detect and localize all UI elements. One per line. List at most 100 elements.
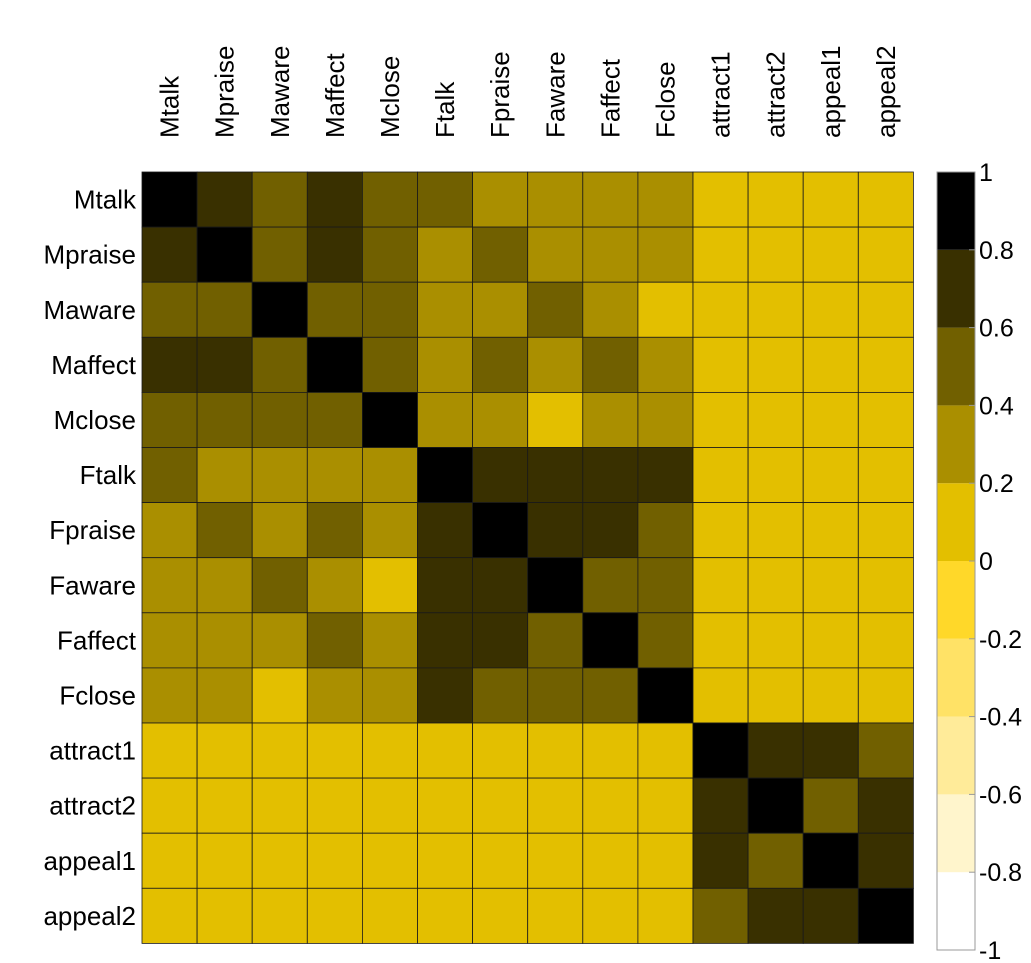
heatmap-cell-Fpraise-Faware <box>527 502 584 559</box>
heatmap-cell-Ftalk-attract1 <box>692 447 749 503</box>
heatmap-cell-Fclose-Mpraise <box>196 667 253 724</box>
colorbar-bin-7 <box>937 327 975 406</box>
heatmap-cell-Mtalk-Ftalk <box>417 171 473 228</box>
row-label-Fclose: Fclose <box>59 680 136 710</box>
heatmap-cell-Mpraise-attract1 <box>692 226 749 283</box>
heatmap-cell-Mpraise-Faffect <box>582 226 639 283</box>
heatmap-cell-attract1-Ftalk <box>417 722 473 779</box>
heatmap-cell-Fpraise-Fpraise <box>472 502 529 559</box>
heatmap-cell-Ftalk-Maware <box>251 447 308 503</box>
colorbar-tick-label-0.2: 0.2 <box>979 470 1014 498</box>
colorbar-tick-label-0: 0 <box>979 548 993 576</box>
column-labels: Mtalk Mpraise Maware Maffect Mclose Ftalk Fpra… <box>155 45 901 138</box>
heatmap-cell-Mpraise-Mpraise <box>196 226 253 283</box>
row-label-Maffect: Maffect <box>51 350 137 380</box>
heatmap-cell-Mtalk-Maffect <box>306 171 363 228</box>
heatmap-cell-appeal2-appeal2 <box>857 887 914 944</box>
heatmap-cell-Fclose-Fpraise <box>472 667 529 724</box>
heatmap-cell-Maware-appeal1 <box>802 281 859 338</box>
colorbar-bin-4 <box>937 561 975 639</box>
heatmap-cell-attract1-appeal2 <box>857 722 914 779</box>
colorbar-bin-8 <box>937 249 975 328</box>
heatmap-cell-appeal1-appeal2 <box>857 832 914 889</box>
row-label-Maware: Maware <box>44 295 136 325</box>
heatmap-cell-appeal1-appeal1 <box>802 832 859 889</box>
row-label-appeal2: appeal2 <box>43 901 136 931</box>
heatmap-cell-Fpraise-appeal2 <box>857 502 914 559</box>
heatmap-cell-Mclose-Mpraise <box>196 391 253 448</box>
heatmap-cell-attract2-attract2 <box>747 777 804 834</box>
heatmap-cell-appeal2-attract2 <box>747 887 804 944</box>
colorbar-bin-1 <box>937 794 975 873</box>
heatmap-cell-Fpraise-Mclose <box>361 502 418 559</box>
heatmap-cell-Maffect-Maffect <box>306 336 363 393</box>
heatmap-cell-Faware-attract1 <box>692 557 749 614</box>
heatmap-cell-Mclose-Fclose <box>637 391 694 448</box>
colorbar-bin-5 <box>937 483 975 561</box>
row-label-Mclose: Mclose <box>54 405 136 435</box>
heatmap-cell-attract2-Faffect <box>582 777 639 834</box>
heatmap-cell-Maware-attract1 <box>692 281 749 338</box>
colorbar-tick-label-1: 1 <box>979 159 993 187</box>
heatmap-cell-Faffect-attract2 <box>747 612 804 669</box>
heatmap-cell-Maware-Fpraise <box>472 281 529 338</box>
heatmap-cell-appeal2-Fpraise <box>472 887 529 944</box>
heatmap-cell-Fpraise-attract2 <box>747 502 804 559</box>
heatmap-cell-Fclose-Faffect <box>582 667 639 724</box>
heatmap-cell-Maffect-Mtalk <box>141 336 198 393</box>
column-label-Faffect: Faffect <box>595 58 625 138</box>
heatmap-cell-attract1-attract1 <box>692 722 749 779</box>
heatmap-cell-Fpraise-Maware <box>251 502 308 559</box>
heatmap-cell-Maware-Maffect <box>306 281 363 338</box>
column-label-Mpraise: Mpraise <box>210 46 240 138</box>
colorbar-bin-3 <box>937 638 975 717</box>
heatmap-cell-attract2-Fpraise <box>472 777 529 834</box>
heatmap-cell-appeal1-Maware <box>251 832 308 889</box>
heatmap-cell-Mtalk-Faffect <box>582 171 639 228</box>
heatmap-cell-Mclose-Faffect <box>582 391 639 448</box>
heatmap-cell-Mtalk-Fpraise <box>472 171 529 228</box>
heatmap-cell-attract2-Mpraise <box>196 777 253 834</box>
heatmap-cell-attract2-Mclose <box>361 777 418 834</box>
heatmap-cell-Fpraise-Mtalk <box>141 502 198 559</box>
heatmap-cell-Ftalk-Mpraise <box>196 447 253 503</box>
heatmap-cell-Mpraise-Mtalk <box>141 226 198 283</box>
heatmap-cell-Maware-Mtalk <box>141 281 198 338</box>
heatmap-cell-appeal1-Faware <box>527 832 584 889</box>
heatmap-cell-Faware-Maffect <box>306 557 363 614</box>
heatmap-cell-Mtalk-Faware <box>527 171 584 228</box>
heatmap-cell-Ftalk-Faffect <box>582 447 639 503</box>
heatmap-cell-attract1-Mtalk <box>141 722 198 779</box>
heatmap-cell-attract2-Faware <box>527 777 584 834</box>
heatmap-cell-Mtalk-appeal1 <box>802 171 859 228</box>
column-label-Faware: Faware <box>540 51 570 138</box>
heatmap-cell-Mtalk-Maware <box>251 171 308 228</box>
heatmap-cell-Fclose-Maware <box>251 667 308 724</box>
heatmap-cell-appeal2-Mclose <box>361 887 418 944</box>
heatmap-cell-Faware-appeal1 <box>802 557 859 614</box>
heatmap-cell-Ftalk-Faware <box>527 447 584 503</box>
heatmap-cell-Faffect-Maffect <box>306 612 363 669</box>
heatmap-cell-Ftalk-Ftalk <box>417 447 473 503</box>
heatmap-cell-Faffect-appeal2 <box>857 612 914 669</box>
heatmap-cell-appeal1-Mclose <box>361 832 418 889</box>
heatmap-cell-Faware-Mpraise <box>196 557 253 614</box>
heatmap-cell-Ftalk-Maffect <box>306 447 363 503</box>
heatmap-cell-attract1-Mpraise <box>196 722 253 779</box>
heatmap-cell-Fpraise-Mpraise <box>196 502 253 559</box>
heatmap-cell-Faffect-Fclose <box>637 612 694 669</box>
row-label-appeal1: appeal1 <box>43 846 136 876</box>
heatmap-cell-Faware-appeal2 <box>857 557 914 614</box>
heatmap-cell-Mtalk-Mpraise <box>196 171 253 228</box>
heatmap-cell-attract1-Fpraise <box>472 722 529 779</box>
heatmap-cell-Faffect-attract1 <box>692 612 749 669</box>
heatmap-cell-Maffect-Ftalk <box>417 336 473 393</box>
heatmap-cell-Fpraise-Maffect <box>306 502 363 559</box>
heatmap-cell-attract2-Ftalk <box>417 777 473 834</box>
heatmap-cell-Mpraise-appeal1 <box>802 226 859 283</box>
column-label-Ftalk: Ftalk <box>430 81 460 138</box>
heatmap-cell-attract1-attract2 <box>747 722 804 779</box>
heatmap-cell-Fpraise-Ftalk <box>417 502 473 559</box>
heatmap-cell-Maffect-appeal1 <box>802 336 859 393</box>
row-label-Faware: Faware <box>49 570 136 600</box>
